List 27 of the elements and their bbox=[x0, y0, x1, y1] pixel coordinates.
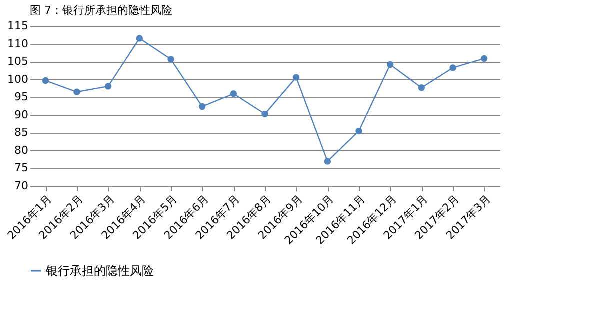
point bbox=[450, 64, 456, 72]
y-tick-label: 115 bbox=[8, 20, 28, 32]
point bbox=[42, 77, 50, 84]
y-tick-label: 105 bbox=[8, 55, 28, 68]
y-tick-label: 90 bbox=[14, 108, 28, 122]
point bbox=[104, 83, 112, 90]
point bbox=[230, 90, 238, 98]
point bbox=[168, 56, 174, 63]
legend-label: 银行承担的隐性风险 bbox=[45, 264, 154, 278]
point bbox=[386, 61, 394, 68]
y-tick-label: 70 bbox=[14, 180, 28, 192]
chart-title: 图 7：银行所承担的隐性风险 bbox=[30, 4, 172, 17]
point bbox=[480, 55, 488, 62]
point bbox=[74, 88, 80, 96]
y-tick-label: 110 bbox=[8, 37, 28, 50]
y-tick-label: 80 bbox=[14, 144, 28, 157]
y-tick-label: 85 bbox=[14, 126, 28, 140]
point bbox=[324, 158, 332, 165]
point bbox=[262, 110, 268, 118]
y-tick-label: 100 bbox=[8, 72, 28, 86]
y-tick-label: 75 bbox=[14, 162, 28, 175]
point bbox=[198, 103, 206, 110]
point bbox=[136, 35, 144, 42]
point bbox=[292, 74, 300, 81]
y-tick-label: 95 bbox=[14, 90, 28, 104]
point bbox=[418, 84, 426, 92]
point bbox=[356, 128, 362, 135]
